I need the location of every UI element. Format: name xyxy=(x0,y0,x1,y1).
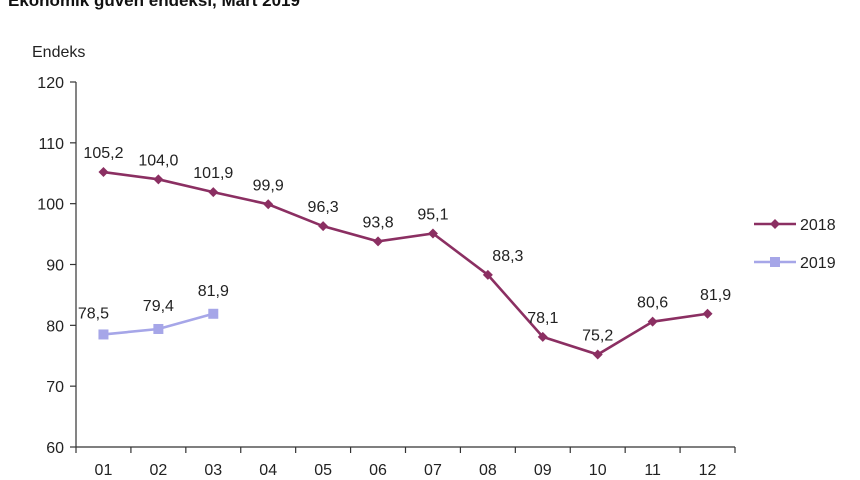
x-tick-labels: 01 02 03 04 05 06 07 08 09 10 11 12 xyxy=(95,462,717,479)
axes xyxy=(70,81,736,453)
legend-marker xyxy=(770,257,780,267)
legend-label: 2019 xyxy=(800,255,836,272)
data-point-2018 xyxy=(592,349,603,360)
x-tick-label: 10 xyxy=(589,462,607,479)
data-point-2018 xyxy=(427,228,438,239)
series-2018: 105,2 104,0 101,9 99,9 96,3 93,8 95,1 88,3 78,1 7… xyxy=(83,145,731,360)
data-point-2018 xyxy=(702,308,713,319)
data-point-2018 xyxy=(263,199,274,210)
legend-item-2019[interactable]: 2019 xyxy=(754,255,836,272)
data-label-2018: 105,2 xyxy=(83,145,123,162)
y-tick-label: 70 xyxy=(46,379,64,396)
legend-label: 2018 xyxy=(800,217,836,234)
data-label-2018: 93,8 xyxy=(362,214,393,231)
series-group: 105,2 104,0 101,9 99,9 96,3 93,8 95,1 88,3 78,1 7… xyxy=(78,145,731,360)
y-tick-label: 100 xyxy=(37,197,64,214)
data-label-2018: 96,3 xyxy=(308,199,339,216)
data-point-2018 xyxy=(153,174,164,185)
data-point-2019 xyxy=(208,308,219,319)
data-point-2018 xyxy=(482,269,493,280)
data-label-2018: 75,2 xyxy=(582,328,613,345)
data-label-2018: 95,1 xyxy=(417,206,448,223)
data-label-2018: 81,9 xyxy=(700,287,731,304)
data-label-2018: 104,0 xyxy=(138,152,178,169)
y-tick-label: 80 xyxy=(46,318,64,335)
data-label-2018: 101,9 xyxy=(193,165,233,182)
data-label-2019: 81,9 xyxy=(198,283,229,300)
x-tick-label: 08 xyxy=(479,462,497,479)
data-label-2019: 79,4 xyxy=(143,298,174,315)
data-point-2018 xyxy=(318,221,329,232)
y-tick-label: 60 xyxy=(46,440,64,457)
x-tick-label: 03 xyxy=(204,462,222,479)
x-tick-label: 12 xyxy=(699,462,717,479)
x-tick-label: 04 xyxy=(259,462,277,479)
data-label-2018: 80,6 xyxy=(637,295,668,312)
x-tick-label: 01 xyxy=(95,462,113,479)
x-tick-label: 09 xyxy=(534,462,552,479)
y-tick-label: 110 xyxy=(38,136,64,153)
chart-title: Ekonomik güven endeksi, Mart 2019 xyxy=(8,0,300,10)
x-tick-label: 07 xyxy=(424,462,442,479)
data-point-2018 xyxy=(98,167,109,178)
x-tick-label: 11 xyxy=(644,462,661,479)
y-axis-title: Endeks xyxy=(32,44,85,61)
data-label-2019: 78,5 xyxy=(78,305,109,322)
x-tick-label: 06 xyxy=(369,462,387,479)
legend-marker xyxy=(770,219,780,229)
y-tick-labels: 60 70 80 90 100 110 120 xyxy=(37,75,64,457)
data-point-2018 xyxy=(208,187,219,198)
y-tick-label: 120 xyxy=(37,75,64,92)
x-tick-label: 02 xyxy=(149,462,167,479)
legend-item-2018[interactable]: 2018 xyxy=(754,217,836,234)
legend[interactable]: 2018 2019 xyxy=(754,217,836,272)
data-point-2019 xyxy=(98,329,109,340)
data-point-2018 xyxy=(373,236,384,247)
data-label-2018: 78,1 xyxy=(527,310,558,327)
data-point-2019 xyxy=(153,323,164,334)
series-line-2018 xyxy=(103,170,708,356)
data-label-2018: 99,9 xyxy=(253,177,284,194)
data-point-2018 xyxy=(647,316,658,327)
data-label-2018: 88,3 xyxy=(492,248,523,265)
x-tick-label: 05 xyxy=(314,462,332,479)
series-2019: 78,5 79,4 81,9 xyxy=(78,283,229,340)
data-point-2018 xyxy=(537,331,548,342)
y-tick-label: 90 xyxy=(46,258,64,275)
